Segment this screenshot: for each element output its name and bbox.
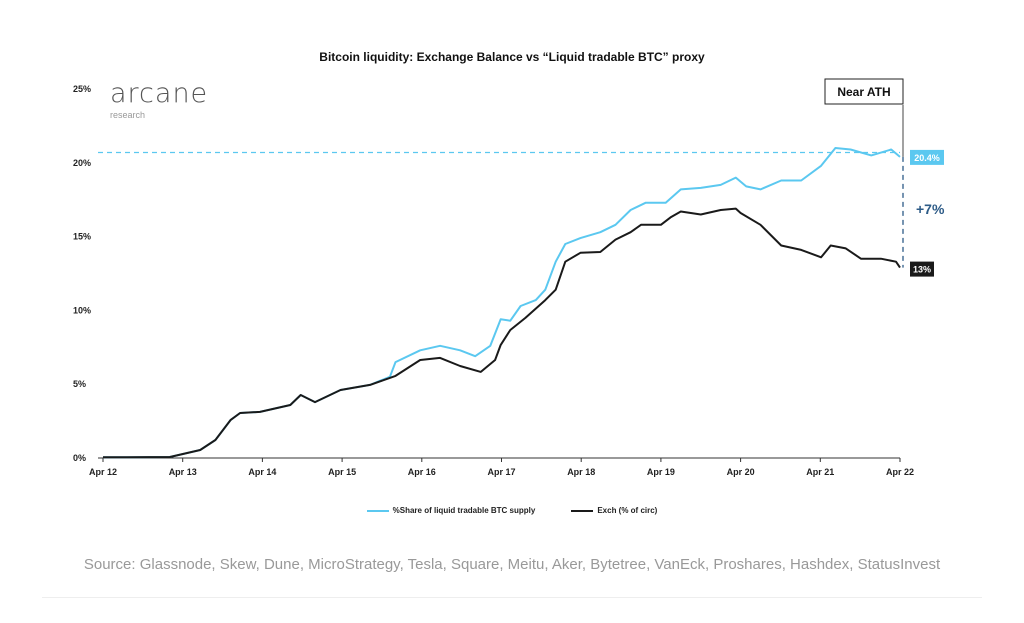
chart-title: Bitcoin liquidity: Exchange Balance vs “… <box>319 50 705 64</box>
y-tick-label: 0% <box>73 453 86 463</box>
x-tick-label: Apr 17 <box>487 467 515 477</box>
near-ath-box <box>824 78 904 105</box>
logo-sub: research <box>110 110 146 120</box>
difference-label: +7% <box>916 201 945 217</box>
end-label-exch-bg <box>910 261 934 277</box>
arcane-logo: arcane research <box>110 80 208 121</box>
y-tick-label: 5% <box>73 379 86 389</box>
x-tick-label: Apr 15 <box>328 467 356 477</box>
end-label-liquid-bg <box>910 149 944 165</box>
x-tick-label: Apr 14 <box>248 467 276 477</box>
series-line-liquid <box>102 147 901 459</box>
x-tick-label: Apr 13 <box>169 467 197 477</box>
x-tick-label: Apr 20 <box>727 467 755 477</box>
y-tick-label: 25% <box>73 84 91 94</box>
divider <box>42 597 982 598</box>
end-label-exch: 13% <box>913 265 931 275</box>
legend-label: %Share of liquid tradable BTC supply <box>392 506 536 515</box>
legend-item-exch[interactable]: Exch (% of circ) <box>571 506 657 515</box>
legend-item-liquid[interactable]: %Share of liquid tradable BTC supply <box>366 506 536 515</box>
y-tick-label: 10% <box>73 305 91 315</box>
end-label-liquid: 20.4% <box>914 153 940 163</box>
legend: %Share of liquid tradable BTC supply Exc… <box>0 506 1024 515</box>
y-tick-label: 20% <box>73 158 91 168</box>
legend-label: Exch (% of circ) <box>597 506 658 515</box>
x-tick-label: Apr 19 <box>647 467 675 477</box>
x-tick-label: Apr 16 <box>408 467 436 477</box>
logo-name: arcane <box>110 78 209 109</box>
x-tick-label: Apr 21 <box>806 467 834 477</box>
series-line-exch <box>102 207 901 459</box>
x-tick-label: Apr 12 <box>89 467 117 477</box>
near-ath-label: Near ATH <box>837 85 890 99</box>
y-tick-label: 15% <box>73 232 91 242</box>
source-note: Source: Glassnode, Skew, Dune, MicroStra… <box>83 556 941 573</box>
x-tick-label: Apr 18 <box>567 467 595 477</box>
x-tick-label: Apr 22 <box>886 467 914 477</box>
